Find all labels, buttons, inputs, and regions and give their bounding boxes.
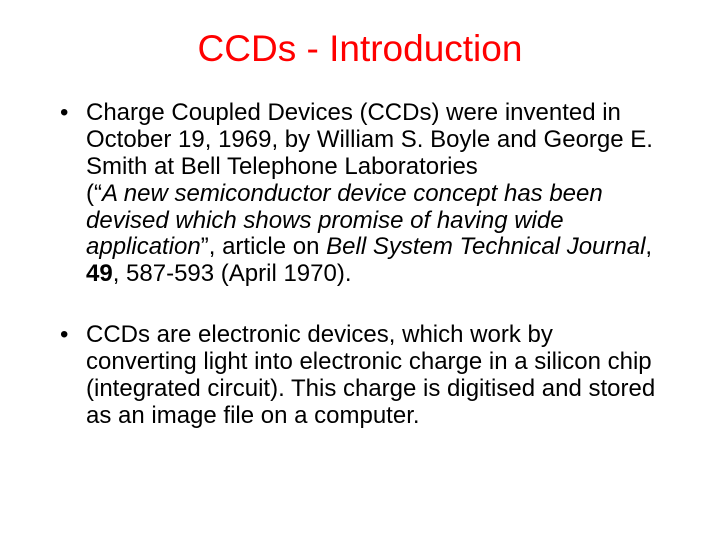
- bullet-list: Charge Coupled Devices (CCDs) were inven…: [60, 100, 660, 430]
- list-item: CCDs are electronic devices, which work …: [60, 322, 660, 430]
- list-item: Charge Coupled Devices (CCDs) were inven…: [60, 100, 660, 288]
- list-item-continuation: (“A new semiconductor device concept has…: [86, 181, 660, 289]
- slide-title: CCDs - Introduction: [60, 28, 660, 70]
- text-run: Charge Coupled Devices (CCDs) were inven…: [86, 99, 653, 180]
- text-run: (“: [86, 180, 102, 207]
- text-run: 49: [86, 260, 113, 287]
- slide: CCDs - Introduction Charge Coupled Devic…: [0, 0, 720, 540]
- text-run: CCDs are electronic devices, which work …: [86, 321, 655, 429]
- text-run: ,: [645, 233, 652, 260]
- text-run: Bell System Technical Journal: [326, 233, 645, 260]
- text-run: , 587-593 (April 1970).: [113, 260, 352, 287]
- text-run: ”, article on: [201, 233, 326, 260]
